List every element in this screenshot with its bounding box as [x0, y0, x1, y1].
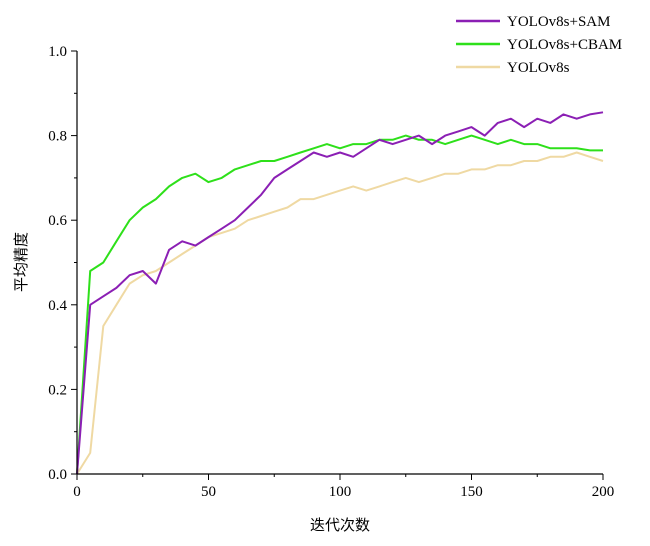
x-tick-label: 100: [329, 484, 352, 500]
x-axis-title: 迭代次数: [310, 516, 370, 534]
y-tick-label: 0.4: [48, 298, 67, 314]
y-tick-label: 0.2: [48, 382, 67, 398]
y-tick-label: 0.6: [48, 213, 67, 229]
y-tick-label: 1.0: [48, 44, 67, 60]
legend-label: YOLOv8s+SAM: [507, 14, 610, 30]
x-tick-label: 150: [460, 484, 483, 500]
x-tick-label: 200: [592, 484, 615, 500]
series-line-2: [76, 134, 603, 475]
series-line-3: [76, 151, 604, 475]
y-axis-title: 平均精度: [12, 232, 30, 292]
legend-label: YOLOv8s+CBAM: [507, 37, 622, 53]
legend-label: YOLOv8s: [507, 60, 570, 76]
series-line-1: [76, 111, 604, 475]
y-tick-label: 0.0: [48, 467, 67, 483]
axes: [76, 51, 603, 475]
y-tick-label: 0.8: [48, 129, 67, 145]
ticks: 0 50 100 150 200 0.0 0.2 0.4 0.6 0.8 1.0: [48, 44, 614, 500]
x-tick-label: 0: [73, 484, 81, 500]
legend: YOLOv8s+SAM YOLOv8s+CBAM YOLOv8s: [456, 14, 622, 76]
plot-lines: [76, 111, 604, 475]
x-tick-label: 50: [201, 484, 216, 500]
